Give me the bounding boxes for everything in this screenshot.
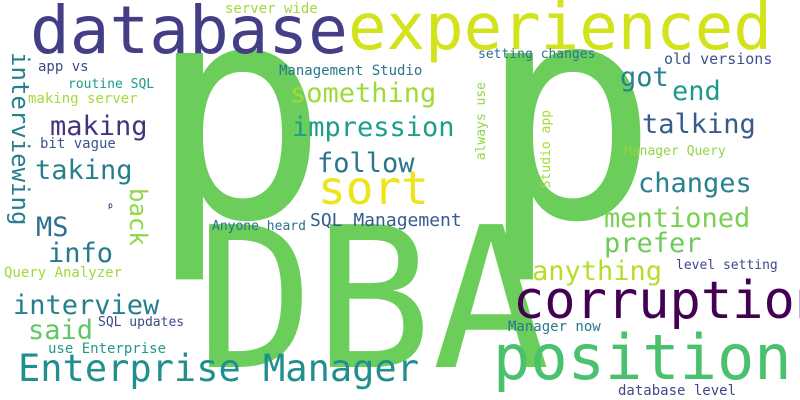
cloud-word-p-large-1: p bbox=[148, 0, 329, 288]
cloud-word-app-vs: app vs bbox=[38, 59, 89, 75]
cloud-word-changes: changes bbox=[638, 168, 752, 199]
cloud-word-setting-changes: setting changes bbox=[478, 47, 596, 62]
cloud-word-old-versions: old versions bbox=[664, 50, 773, 68]
cloud-word-end: end bbox=[672, 76, 721, 107]
cloud-word-dba: DBA bbox=[196, 186, 551, 400]
cloud-word-always-use: always use bbox=[474, 82, 489, 161]
cloud-word-prefer: prefer bbox=[604, 228, 702, 259]
cloud-word-interviewing: interviewing bbox=[6, 52, 34, 226]
cloud-word-taking: taking bbox=[35, 155, 133, 186]
cloud-word-bit-vague: bit vague bbox=[40, 136, 116, 152]
cloud-word-database: database bbox=[30, 0, 348, 69]
cloud-word-talking: talking bbox=[642, 109, 756, 140]
cloud-word-ms: MS bbox=[36, 212, 69, 243]
cloud-word-info: info bbox=[48, 238, 114, 269]
cloud-word-p-small: p bbox=[108, 201, 113, 210]
cloud-word-management-studio: Management Studio bbox=[279, 63, 423, 79]
cloud-word-manager-now: Manager now bbox=[508, 319, 601, 335]
cloud-word-sort: sort bbox=[318, 161, 429, 215]
cloud-word-follow: follow bbox=[317, 148, 415, 179]
cloud-word-p-large-2: p bbox=[478, 0, 659, 288]
cloud-word-server-wide: server wide bbox=[225, 1, 318, 17]
cloud-word-something: something bbox=[290, 78, 437, 109]
cloud-word-manager-query: Manager Query bbox=[624, 144, 726, 159]
cloud-word-said: said bbox=[28, 315, 94, 346]
cloud-word-corruption: corruption bbox=[513, 271, 800, 331]
cloud-word-studio-app: Studio app bbox=[539, 110, 554, 189]
cloud-word-impression: impression bbox=[292, 112, 455, 143]
cloud-word-level-setting: level setting bbox=[676, 258, 778, 273]
cloud-word-position: position bbox=[493, 321, 792, 394]
cloud-word-sql-updates: SQL updates bbox=[98, 315, 185, 330]
cloud-word-query-analyzer: Query Analyzer bbox=[4, 265, 123, 281]
cloud-word-enterprise-manager: Enterprise Manager bbox=[18, 347, 419, 390]
cloud-word-got: got bbox=[620, 62, 669, 93]
cloud-word-experienced: experienced bbox=[348, 0, 772, 65]
cloud-word-making: making bbox=[50, 111, 148, 142]
cloud-word-sql-management: SQL Management bbox=[310, 210, 462, 231]
cloud-word-database-level: database level bbox=[618, 383, 737, 399]
cloud-word-anyone-heard: Anyone heard bbox=[212, 219, 306, 234]
cloud-word-use-enterprise: use Enterprise bbox=[48, 341, 167, 357]
cloud-word-routine-sql: routine SQL bbox=[68, 77, 155, 92]
cloud-word-anything: anything bbox=[532, 256, 663, 287]
cloud-word-mentioned: mentioned bbox=[604, 203, 751, 234]
cloud-word-making-server: making server bbox=[28, 91, 138, 107]
cloud-word-back: back bbox=[124, 188, 152, 246]
cloud-word-interview: interview bbox=[13, 290, 160, 321]
